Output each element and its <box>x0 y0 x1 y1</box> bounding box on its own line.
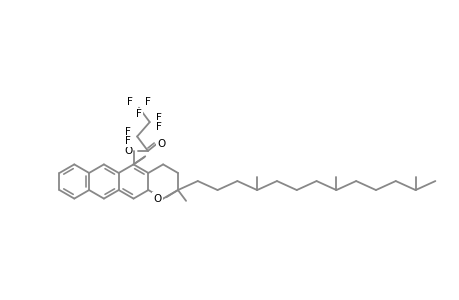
Text: F: F <box>156 112 161 123</box>
Text: O: O <box>153 194 162 204</box>
Text: F: F <box>136 109 141 119</box>
Text: F: F <box>127 97 133 107</box>
Text: F: F <box>125 136 131 146</box>
Text: O: O <box>157 139 165 149</box>
Text: O: O <box>124 146 132 156</box>
Text: F: F <box>156 122 161 132</box>
Text: F: F <box>125 127 131 137</box>
Text: F: F <box>145 97 151 107</box>
